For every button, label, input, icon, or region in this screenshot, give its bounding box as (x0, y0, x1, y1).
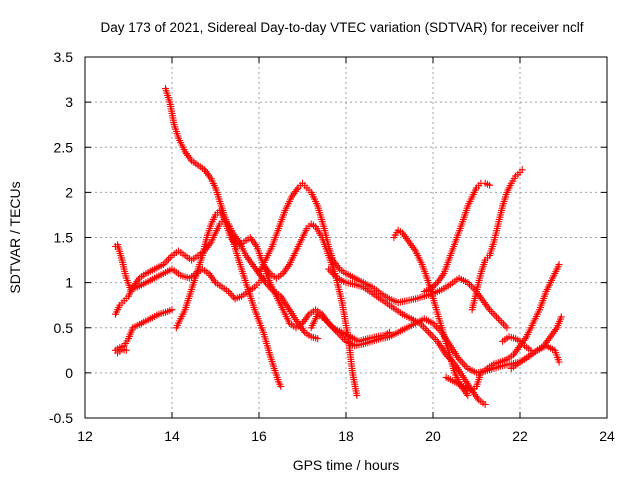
y-tick-label: 0 (65, 365, 73, 381)
series-track-12 (420, 179, 494, 296)
marker-path (442, 261, 563, 395)
y-tick-label: -0.5 (49, 410, 73, 426)
x-tick-label: 14 (164, 428, 180, 444)
y-tick-label: 0.5 (54, 320, 74, 336)
x-tick-label: 22 (512, 428, 528, 444)
marker-path (172, 206, 361, 399)
y-axis-label: SDTVAR / TECUs (7, 181, 23, 293)
x-tick-label: 20 (425, 428, 441, 444)
y-tick-label: 2.5 (54, 139, 74, 155)
series-track-11 (390, 226, 472, 399)
x-tick-label: 12 (77, 428, 93, 444)
marker-path (468, 166, 526, 314)
series-track-16 (499, 333, 535, 354)
x-tick-label: 16 (251, 428, 267, 444)
marker-path (499, 333, 535, 354)
series-track-14 (442, 261, 563, 395)
marker-path (111, 241, 267, 303)
x-tick-label: 18 (338, 428, 354, 444)
marker-path (255, 179, 511, 332)
y-tick-label: 1 (65, 275, 73, 291)
series-track-9 (307, 310, 393, 345)
series-track-6 (172, 206, 361, 399)
x-tick-label: 24 (599, 428, 615, 444)
series-track-7 (255, 179, 511, 332)
grid (85, 57, 607, 418)
chart-title: Day 173 of 2021, Sidereal Day-to-day VTE… (101, 20, 584, 35)
marker-path (307, 310, 393, 345)
y-tick-label: 1.5 (54, 230, 74, 246)
y-tick-label: 2 (65, 184, 73, 200)
marker-path (390, 226, 472, 399)
marker-path (111, 306, 176, 354)
y-tick-label: 3 (65, 94, 73, 110)
x-axis-label: GPS time / hours (293, 457, 400, 473)
series-track-13 (468, 166, 526, 314)
y-tick-label: 3.5 (54, 49, 74, 65)
series-track-4 (111, 306, 176, 354)
series-track-2 (111, 241, 267, 303)
series-track-5 (114, 345, 130, 357)
data-markers (111, 85, 565, 408)
series-track-15 (507, 313, 565, 372)
y-tick-labels: -0.5 0 0.5 1 1.5 2 2.5 3 3.5 (49, 49, 73, 426)
marker-path (507, 313, 565, 372)
axis-ticks (84, 56, 608, 419)
marker-path (114, 345, 130, 357)
x-tick-labels: 12 14 16 18 20 22 24 (77, 428, 615, 444)
marker-path (420, 179, 494, 296)
